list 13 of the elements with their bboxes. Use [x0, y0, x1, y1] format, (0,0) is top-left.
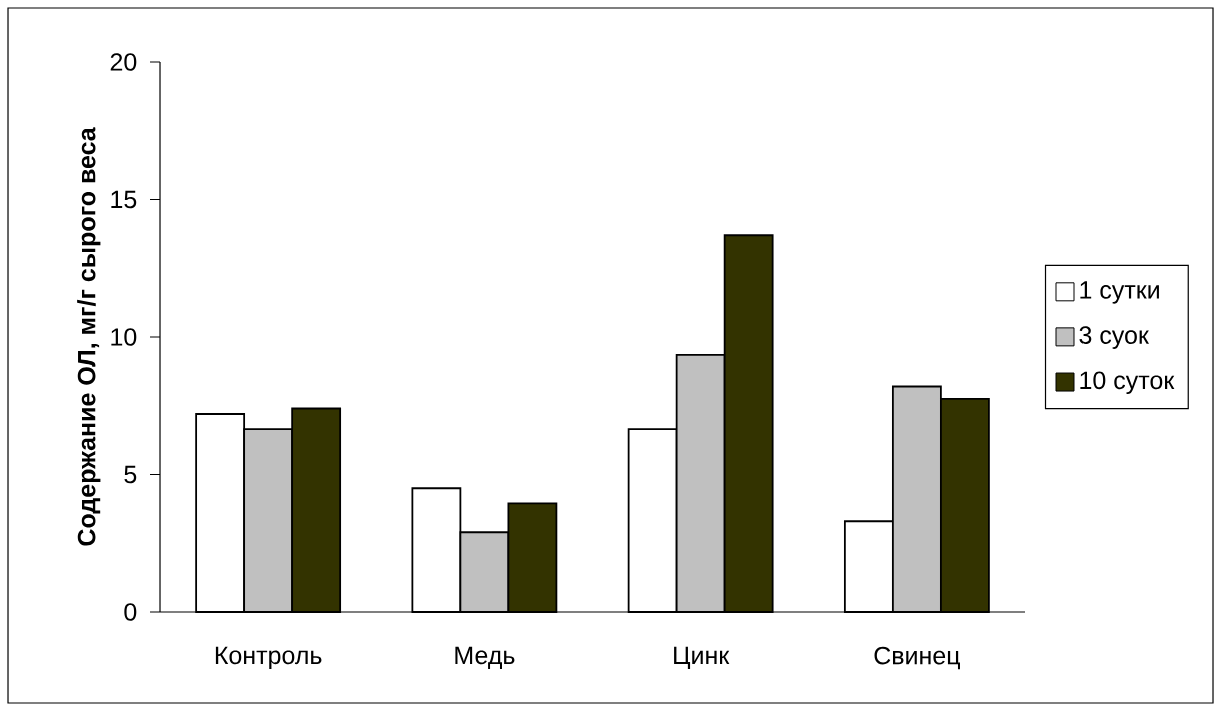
x-tick-label: Медь [455, 646, 515, 669]
x-tick-label: Свинец [874, 646, 960, 670]
x-tick-label: Цинк [674, 646, 730, 669]
y-tick-label: 20 [110, 53, 137, 71]
x-tick-label: Контроль [215, 646, 322, 670]
legend-label: 3 суок [1079, 326, 1150, 349]
legend-label: 1 сутки [1080, 281, 1159, 304]
y-tick-label: 0 [124, 603, 137, 621]
legend-label: 10 суток [1080, 371, 1175, 395]
y-axis-title: Содержание ОЛ, мг/г сырого веса [77, 127, 101, 546]
y-tick-label: 10 [111, 328, 137, 346]
y-tick-label: 15 [111, 190, 137, 209]
y-tick-label: 5 [124, 465, 137, 484]
